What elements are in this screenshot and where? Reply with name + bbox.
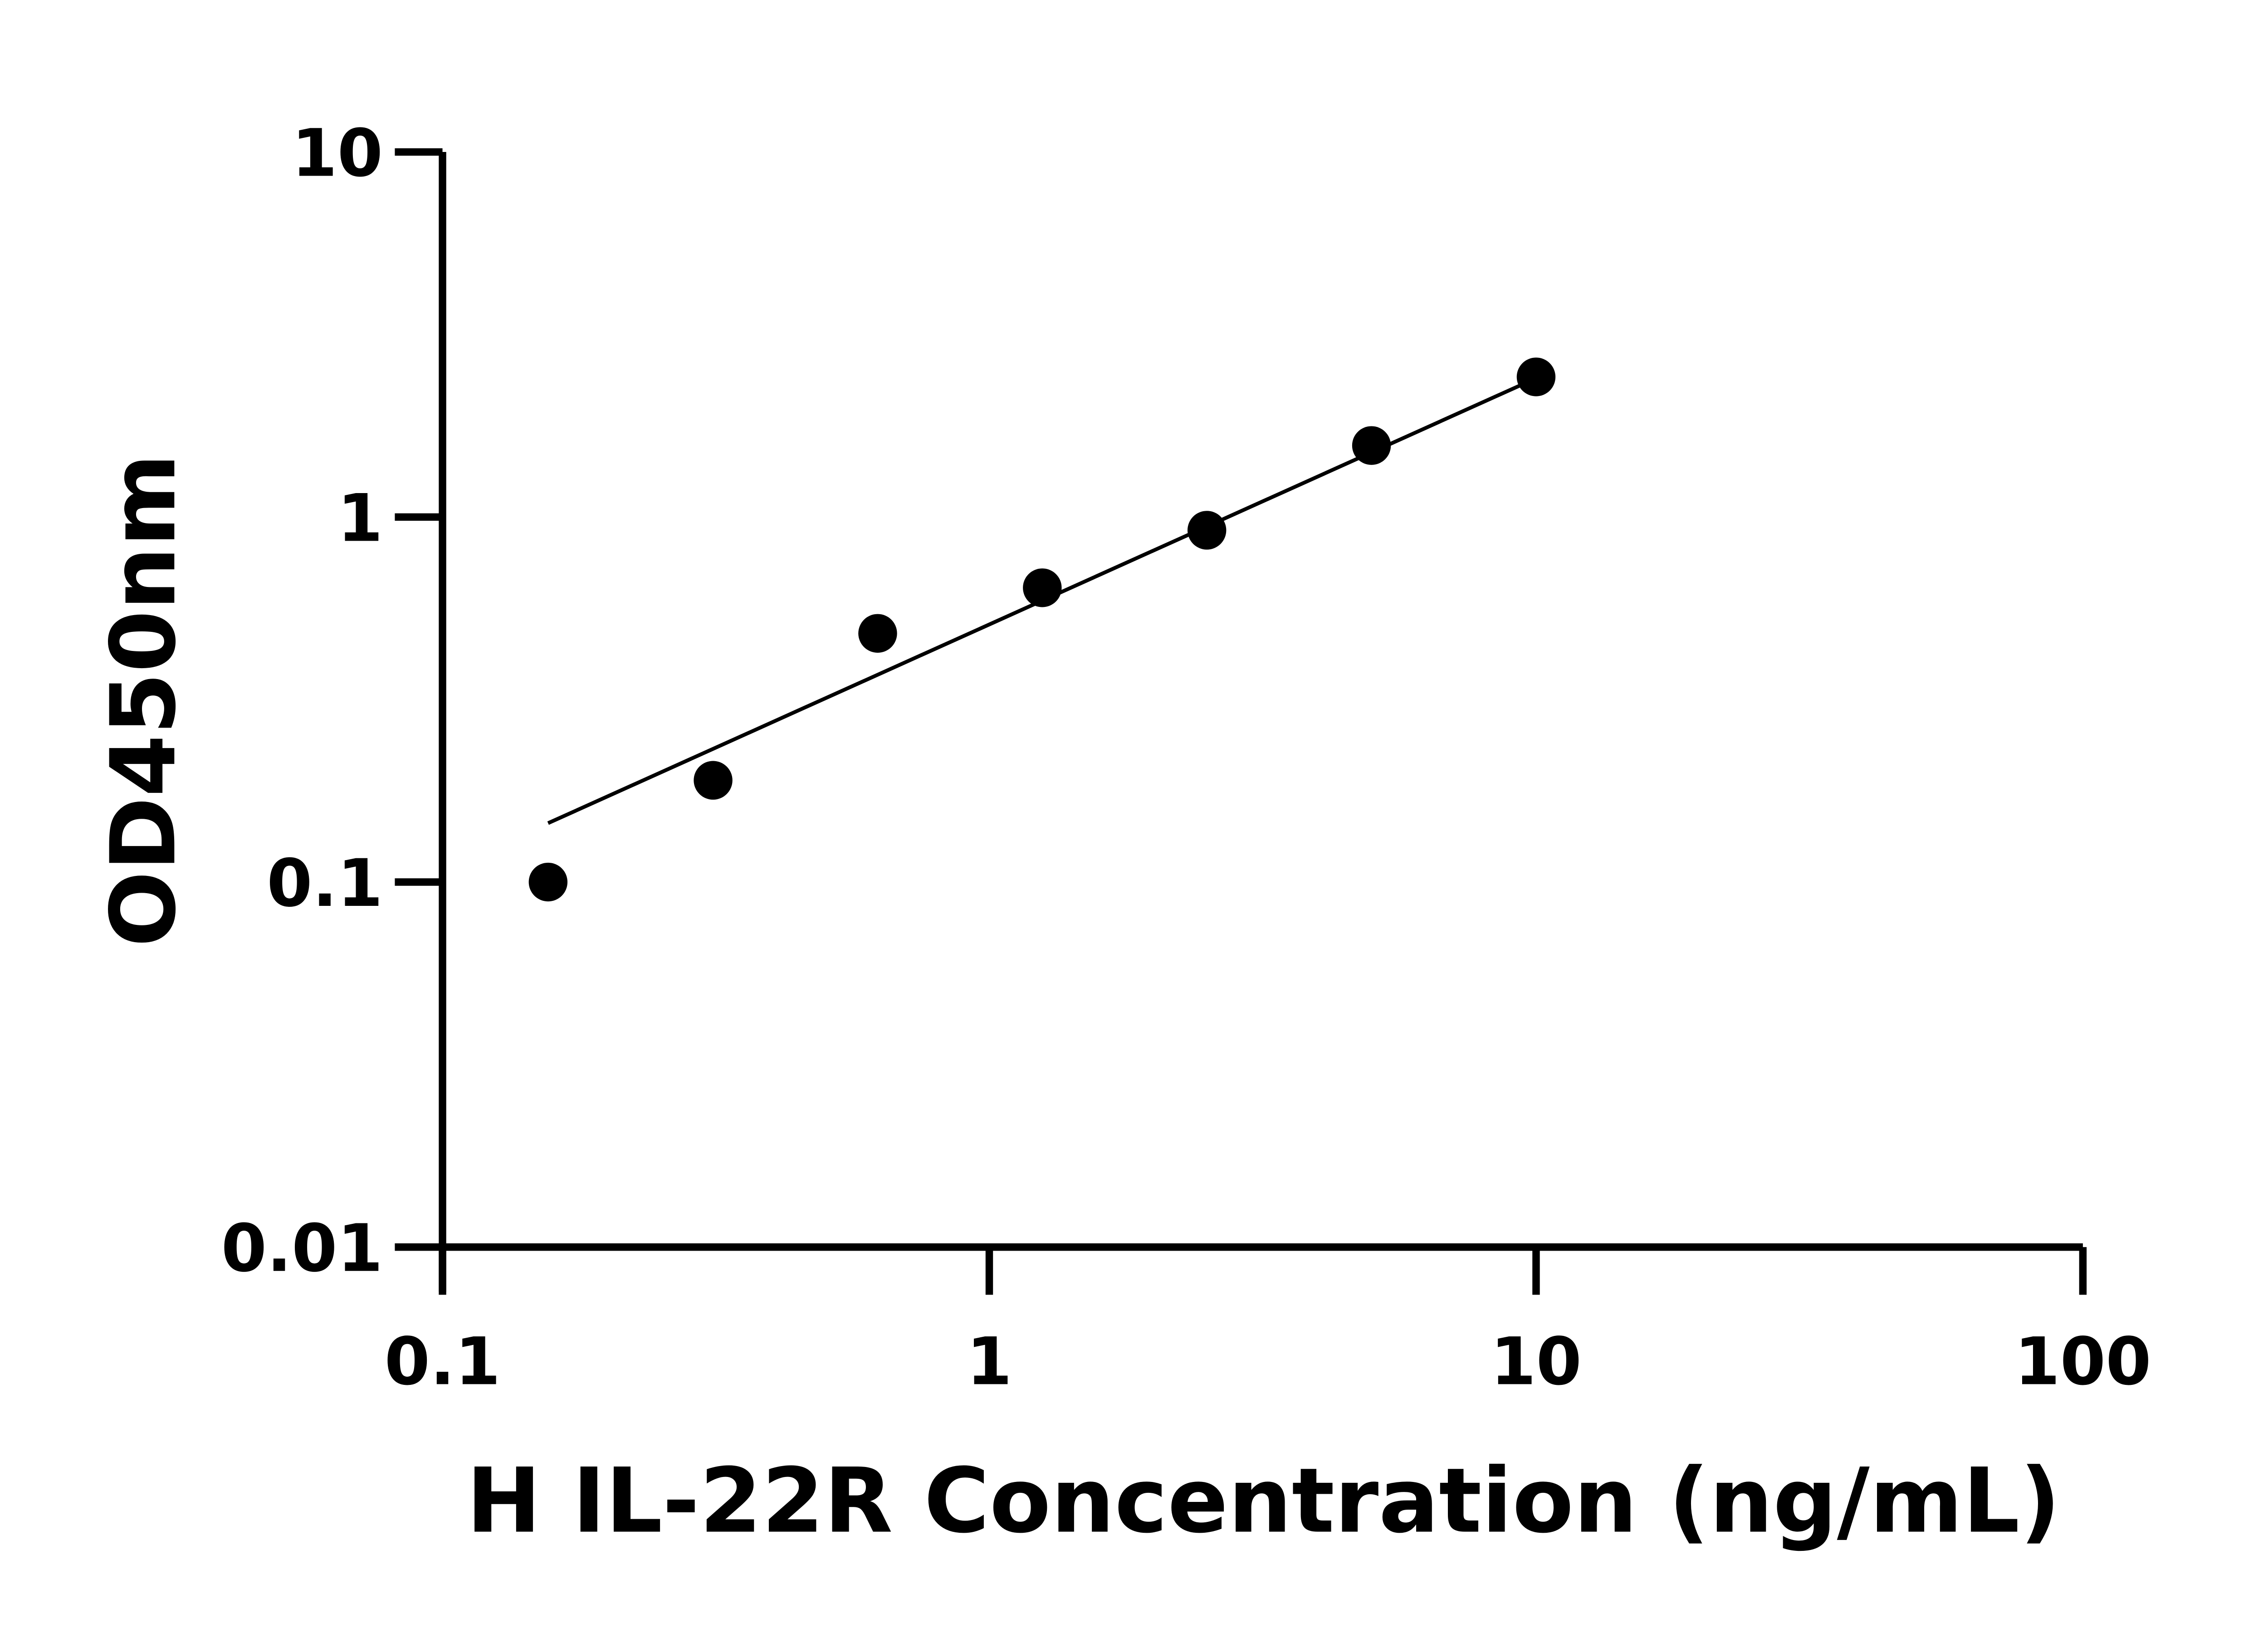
- data-point: [1187, 511, 1227, 550]
- x-tick-label: 1: [967, 1324, 1012, 1400]
- y-axis-title: OD450nm: [92, 454, 196, 947]
- data-point: [694, 761, 733, 800]
- data-point: [528, 862, 568, 902]
- y-tick-label: 10: [292, 116, 383, 192]
- y-tick-label: 0.1: [267, 846, 383, 922]
- data-point: [1516, 357, 1556, 396]
- x-axis-title: H IL-22R Concentration (ng/mL): [466, 1449, 2061, 1553]
- axes: [397, 152, 2083, 1292]
- x-tick-label: 10: [1491, 1324, 1582, 1400]
- data-point: [858, 614, 897, 653]
- x-tick-label: 0.1: [385, 1324, 501, 1400]
- y-tick-label: 1: [337, 480, 383, 557]
- data-point: [1023, 568, 1062, 607]
- marks: [528, 357, 1556, 902]
- x-tick-label: 100: [2014, 1324, 2151, 1400]
- data-point: [1352, 426, 1391, 465]
- y-tick-label: 0.01: [221, 1211, 383, 1287]
